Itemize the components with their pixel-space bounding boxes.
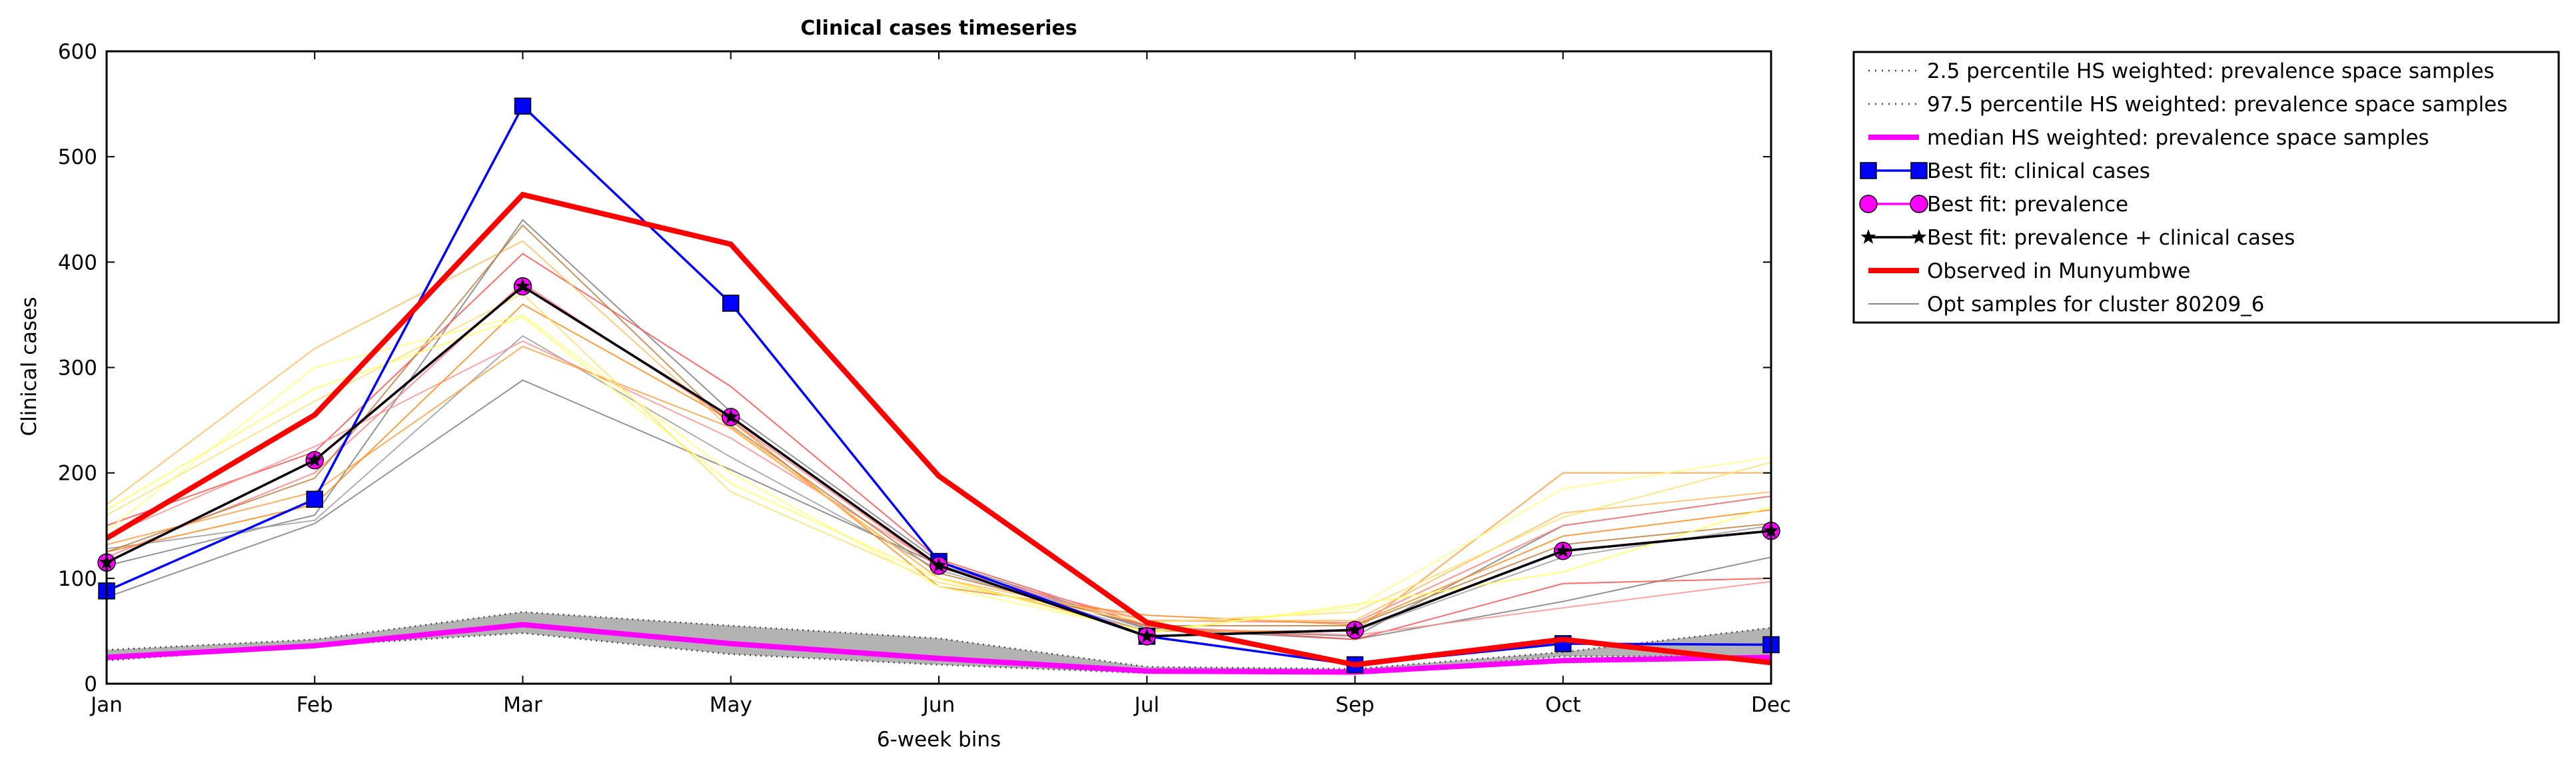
point-combined-jun	[931, 557, 947, 572]
x-tick-label: Jul	[1133, 693, 1159, 717]
legend-item-combined-marker	[1911, 229, 1927, 244]
x-tick-label: Feb	[297, 693, 333, 717]
legend: 2.5 percentile HS weighted: prevalence s…	[1852, 51, 2560, 324]
legend-box	[1852, 51, 2560, 324]
x-tick-label: Jan	[89, 693, 123, 717]
x-axis-label: 6-week bins	[877, 728, 1001, 752]
chart-title: Clinical cases timeseries	[800, 17, 1077, 40]
plot-area	[97, 97, 1780, 675]
point-combined-jul	[1139, 628, 1155, 643]
y-tick-label: 300	[58, 357, 97, 381]
x-tick-label: Oct	[1545, 693, 1581, 717]
sample-line-7	[106, 345, 1771, 632]
point-combined-sep	[1347, 622, 1363, 636]
legend-item-observed-label: Observed in Munyumbwe	[1927, 259, 2190, 283]
axes: Jan Feb Mar May Jun Jul Sep Oct Dec 0 100 200 300 400…	[58, 40, 1791, 717]
series-line-p2-5	[106, 632, 1771, 674]
point-combined-oct	[1555, 542, 1571, 558]
y-axis-label: Clinical cases	[17, 297, 41, 436]
series-line-prevalence	[106, 285, 1772, 638]
legend-item-clinical-marker	[1860, 162, 1877, 179]
point-combined-may	[723, 408, 739, 424]
x-tick-label: Sep	[1335, 693, 1374, 717]
y-tick-label: 0	[84, 672, 97, 696]
sample-line-13	[106, 316, 1772, 634]
series-line-median	[106, 622, 1772, 675]
sample-line-4	[106, 253, 1772, 640]
legend-item-prevalence-marker	[1910, 195, 1928, 213]
x-tick-label: Dec	[1751, 693, 1791, 717]
legend-item-median-label: median HS weighted: prevalence space sam…	[1927, 126, 2429, 150]
series-line-observed	[105, 191, 1772, 668]
point-combined-feb	[307, 452, 322, 467]
y-tick-label: 200	[58, 462, 97, 486]
point-clinical-feb	[306, 490, 323, 508]
legend-item-prevalence-label: Best fit: prevalence	[1927, 193, 2128, 217]
point-clinical-mar	[514, 97, 532, 115]
series-line-clinical	[106, 104, 1772, 666]
x-tick-label: May	[710, 693, 752, 717]
x-tick-label: Mar	[503, 693, 542, 717]
x-tick-label: Jun	[922, 693, 955, 717]
point-clinical-may	[722, 295, 740, 312]
legend-item-combined-marker	[1860, 229, 1876, 244]
sample-line-8	[106, 303, 1772, 626]
y-tick-label: 400	[58, 251, 97, 275]
legend-item-p2-5-label: 2.5 percentile HS weighted: prevalence s…	[1927, 59, 2495, 83]
sample-line-6	[106, 340, 1772, 636]
y-tick-label: 100	[58, 567, 97, 591]
legend-item-prevalence-marker	[1859, 195, 1878, 213]
y-tick-label: 600	[58, 40, 97, 64]
legend-item-clinical-label: Best fit: clinical cases	[1927, 159, 2150, 183]
legend-item-clinical-marker	[1910, 162, 1928, 179]
legend-item-combined-label: Best fit: prevalence + clinical cases	[1927, 226, 2295, 250]
legend-item-samples-label: Opt samples for cluster 80209_6	[1927, 293, 2264, 317]
point-combined-mar	[515, 278, 530, 293]
y-tick-label: 500	[58, 145, 97, 169]
series-line-combined	[106, 285, 1772, 638]
series-line-p97-5	[106, 611, 1772, 670]
legend-item-p97-5-label: 97.5 percentile HS weighted: prevalence …	[1927, 93, 2507, 117]
sample-line-12	[106, 314, 1772, 632]
